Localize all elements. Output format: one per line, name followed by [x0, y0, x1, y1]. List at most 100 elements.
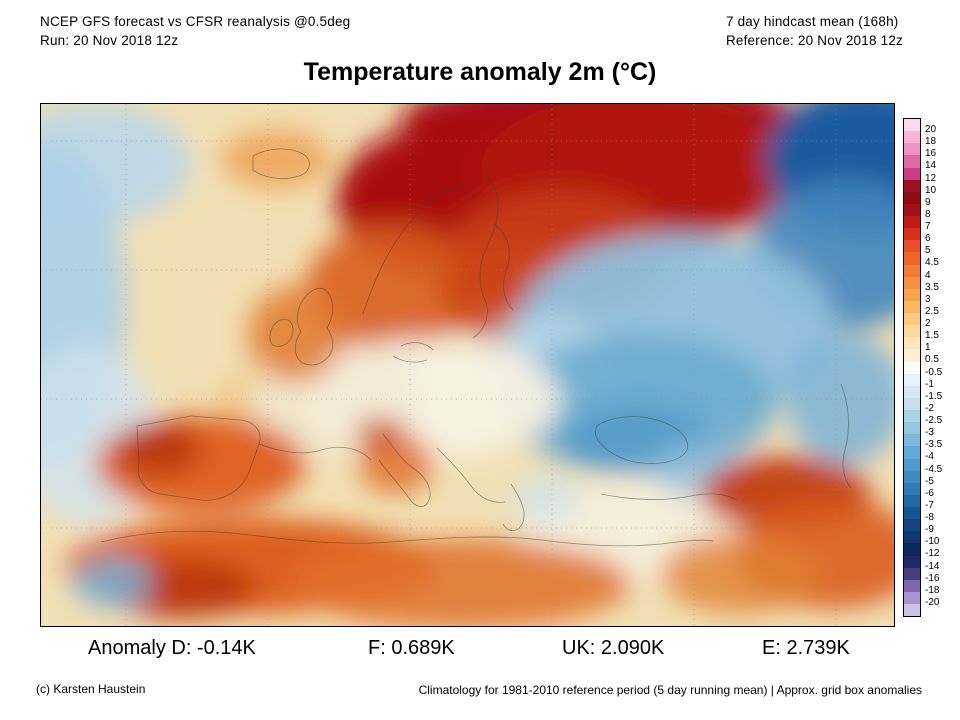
model-info: NCEP GFS forecast vs CFSR reanalysis @0.… — [40, 12, 350, 50]
colorbar-cell — [904, 143, 920, 156]
colorbar-cell — [904, 507, 920, 520]
colorbar-cells — [903, 118, 921, 617]
colorbar-tick-label: 3.5 — [925, 281, 939, 293]
colorbar-tick-label: -18 — [925, 584, 940, 596]
colorbar-cell — [904, 300, 920, 313]
colorbar-tick-label: -1.5 — [925, 390, 943, 402]
colorbar-tick-label: 10 — [925, 184, 937, 196]
anomaly-region-iceland-warm — [221, 129, 331, 189]
colorbar-cell — [904, 264, 920, 277]
colorbar-tick-label: -6 — [925, 487, 934, 499]
colorbar-cell — [904, 361, 920, 374]
stat-anomaly-d: Anomaly D: -0.14K — [88, 637, 256, 659]
colorbar-tick-label: -1 — [925, 378, 934, 390]
stat-anomaly-f: F: 0.689K — [368, 637, 455, 659]
colorbar-tick-label: -20 — [925, 596, 940, 608]
forecast-info: 7 day hindcast mean (168h) Reference: 20… — [726, 12, 903, 50]
anomaly-region-alps-red-spot — [356, 418, 406, 450]
colorbar-cell — [904, 446, 920, 459]
colorbar-tick-label: -10 — [925, 536, 940, 548]
colorbar-tick-label: -9 — [925, 524, 934, 536]
colorbar-tick-label: 1 — [925, 342, 931, 354]
colorbar-tick-label: 1.5 — [925, 330, 939, 342]
colorbar-tick-label: -14 — [925, 560, 940, 572]
colorbar-cell — [904, 119, 920, 132]
colorbar-cell — [904, 604, 920, 617]
colorbar-tick-label: 9 — [925, 196, 931, 208]
colorbar-cell — [904, 216, 920, 229]
colorbar-cell — [904, 531, 920, 544]
colorbar-cell — [904, 276, 920, 289]
colorbar: 20 18 16 14 12 10 9 8 7 6 5 4.5 4 3.5 3 2.5 2 1.5 1 0.5 -0.5… — [903, 118, 959, 617]
anomaly-region-morocco-blue-spot — [73, 556, 153, 608]
map-canvas — [41, 104, 894, 626]
colorbar-tick-label: -8 — [925, 512, 934, 524]
anomaly-region-greece-pale-blue-spot — [511, 474, 581, 524]
colorbar-cell — [904, 410, 920, 423]
colorbar-cell — [904, 337, 920, 350]
colorbar-labels: 20 18 16 14 12 10 9 8 7 6 5 4.5 4 3.5 3 2.5 2 1.5 1 0.5 -0.5… — [925, 118, 959, 615]
hindcast-line: 7 day hindcast mean (168h) — [725, 14, 899, 29]
stat-anomaly-uk: UK: 2.090K — [562, 637, 665, 659]
colorbar-tick-label: -2 — [925, 402, 934, 414]
colorbar-tick-label: 8 — [925, 208, 931, 220]
colorbar-tick-label: 12 — [925, 172, 937, 184]
colorbar-tick-label: 2.5 — [925, 305, 939, 317]
colorbar-cell — [904, 458, 920, 471]
colorbar-cell — [904, 397, 920, 410]
climatology-note: Climatology for 1981-2010 reference peri… — [418, 683, 922, 697]
colorbar-cell — [904, 579, 920, 592]
anomaly-region-iberia-dark-red-spot — [117, 423, 201, 475]
colorbar-cell — [904, 240, 920, 253]
colorbar-tick-label: -7 — [925, 499, 934, 511]
colorbar-cell — [904, 434, 920, 447]
colorbar-cell — [904, 482, 920, 495]
anomaly-region-algeria-libya-orange — [291, 539, 631, 626]
colorbar-cell — [904, 422, 920, 435]
credit: (c) Karsten Haustein — [36, 682, 146, 696]
colorbar-tick-label: 20 — [925, 124, 937, 136]
colorbar-cell — [904, 191, 920, 204]
colorbar-cell — [904, 385, 920, 398]
colorbar-tick-label: 4.5 — [925, 257, 939, 269]
colorbar-tick-label: -16 — [925, 572, 940, 584]
colorbar-cell — [904, 313, 920, 326]
colorbar-tick-label: -3 — [925, 427, 934, 439]
colorbar-tick-label: -4.5 — [925, 463, 943, 475]
colorbar-cell — [904, 252, 920, 265]
colorbar-tick-label: 0.5 — [925, 354, 939, 366]
colorbar-cell — [904, 131, 920, 144]
colorbar-tick-label: 18 — [925, 136, 937, 148]
colorbar-cell — [904, 494, 920, 507]
colorbar-tick-label: 2 — [925, 318, 931, 330]
colorbar-cell — [904, 288, 920, 301]
colorbar-tick-label: 3 — [925, 293, 931, 305]
colorbar-cell — [904, 155, 920, 168]
colorbar-tick-label: 7 — [925, 221, 931, 233]
colorbar-tick-label: 16 — [925, 148, 937, 160]
stat-anomaly-e: E: 2.739K — [762, 637, 850, 659]
anomaly-region-levant-orange — [661, 534, 821, 614]
coastlines — [100, 148, 852, 547]
graticule-lines — [41, 104, 894, 626]
colorbar-tick-label: -0.5 — [925, 366, 943, 378]
colorbar-tick-label: -5 — [925, 475, 934, 487]
anomaly-field — [41, 104, 894, 626]
anomaly-region-caspian-blue — [786, 334, 894, 464]
colorbar-cell — [904, 470, 920, 483]
colorbar-cell — [904, 228, 920, 241]
anomaly-stats: Anomaly D: -0.14K F: 0.689K UK: 2.090K E… — [0, 637, 960, 665]
colorbar-cell — [904, 203, 920, 216]
colorbar-tick-label: -3.5 — [925, 439, 943, 451]
anomaly-region-uk-orange — [248, 286, 344, 382]
anomaly-map — [40, 103, 895, 627]
colorbar-cell — [904, 325, 920, 338]
model-line: NCEP GFS forecast vs CFSR reanalysis @0.… — [40, 14, 351, 29]
colorbar-cell — [904, 519, 920, 532]
colorbar-cell — [904, 373, 920, 386]
colorbar-tick-label: -4 — [925, 451, 934, 463]
reference-line: Reference: 20 Nov 2018 12z — [725, 33, 903, 48]
colorbar-tick-label: 4 — [925, 269, 931, 281]
anomaly-region-norway-coast-orange — [306, 224, 476, 354]
